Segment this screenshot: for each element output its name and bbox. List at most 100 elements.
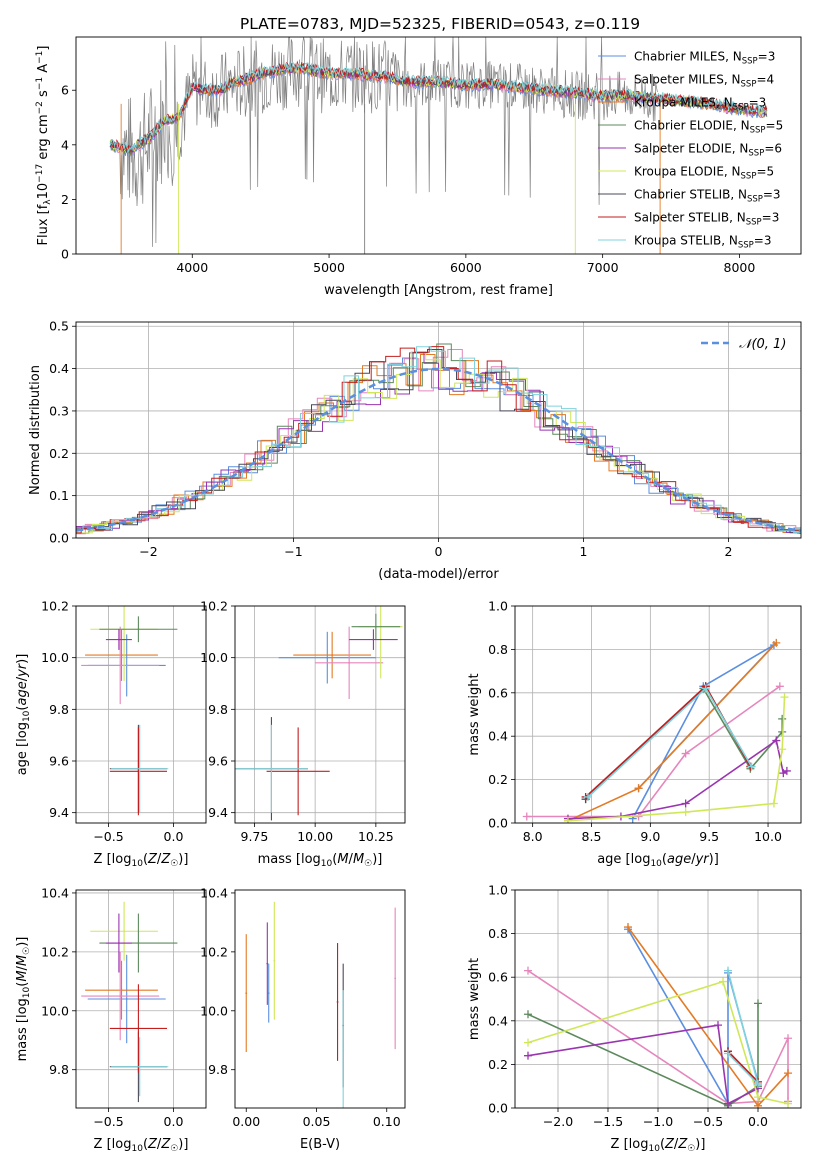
y-tick-label: 10.0 xyxy=(41,650,69,665)
x-tick-label: 2 xyxy=(725,544,733,559)
y-axis-label: mass weight xyxy=(467,673,482,755)
y-tick-label: 10.2 xyxy=(200,599,228,614)
data-point xyxy=(125,998,128,1000)
x-tick-label: 0.10 xyxy=(373,1114,401,1129)
figure-title: PLATE=0783, MJD=52325, FIBERID=0543, z=0… xyxy=(240,15,640,33)
data-point xyxy=(137,770,140,773)
x-tick-label: 10.25 xyxy=(358,829,394,844)
x-axis-label: (data-model)/error xyxy=(378,567,499,582)
y-tick-label: 0.2 xyxy=(488,1057,508,1072)
axes-spectrum: 4000 5000 6000 7000 8000 0 2 4 6 wavelength [Angs… xyxy=(35,36,802,298)
histogram-step xyxy=(76,346,801,533)
weight-line xyxy=(527,1003,759,1107)
weight-line xyxy=(527,980,789,1105)
y-tick-label: 9.8 xyxy=(49,702,69,717)
model-spectrum-line xyxy=(109,61,768,154)
x-tick-label: 0.0 xyxy=(164,829,184,844)
axes-weight-vs-age: 8.0 8.5 9.0 9.5 10.0 0.0 0.2 0.4 0.6 0.8 1.0 age [l… xyxy=(467,599,802,869)
x-tick-label: 0.00 xyxy=(232,1114,260,1129)
data-point xyxy=(123,930,125,933)
plus-marker xyxy=(522,812,531,821)
observed-spectrum xyxy=(119,37,658,247)
plus-marker xyxy=(583,792,592,801)
histogram-step xyxy=(76,349,801,535)
y-tick-label: 0.3 xyxy=(49,403,69,418)
x-tick-label: −1.5 xyxy=(593,1114,623,1129)
x-tick-label: 5000 xyxy=(313,260,345,275)
y-tick-label: 0.2 xyxy=(488,772,508,787)
plus-marker xyxy=(772,736,781,745)
x-tick-label: 10.0 xyxy=(754,829,782,844)
plus-marker xyxy=(769,799,778,808)
axes-frame xyxy=(234,605,406,824)
axes-frame xyxy=(514,889,802,1109)
axes-age-vs-mass: 9.75 10.00 10.25 9.4 9.6 9.8 10.0 10.2 mass [log… xyxy=(200,599,406,869)
normal-curve xyxy=(76,367,801,532)
x-axis-label: Z [log10(Z/Z☉)] xyxy=(611,1137,706,1154)
plus-marker xyxy=(524,966,532,975)
y-tick-label: 0.8 xyxy=(488,642,508,657)
plus-marker xyxy=(634,784,643,793)
data-point xyxy=(273,959,276,962)
weight-line xyxy=(526,685,781,818)
y-tick-label: 6 xyxy=(61,83,69,98)
y-tick-label: 0.6 xyxy=(488,685,508,700)
y-tick-label: 0.4 xyxy=(488,729,508,744)
plot-area-mass-vs-ebv xyxy=(245,901,397,1108)
plot-area-age-vs-Z xyxy=(81,606,178,816)
x-axis-label: wavelength [Angstrom, rest frame] xyxy=(324,283,553,298)
y-tick-label: 0 xyxy=(61,247,69,262)
plot-area-mass-vs-Z xyxy=(81,901,178,1103)
plus-marker xyxy=(524,1010,532,1019)
plus-marker xyxy=(754,999,762,1008)
x-axis-label: age [log10(age/yr)] xyxy=(597,852,719,869)
plus-marker xyxy=(724,1099,732,1108)
legend-label: Kroupa ELODIE, NSSP=5 xyxy=(634,165,774,182)
data-point xyxy=(119,664,122,667)
data-point xyxy=(137,628,140,631)
x-axis-label: Z [log10(Z/Z☉)] xyxy=(94,1137,189,1154)
plot-area-spectrum xyxy=(109,37,768,254)
y-axis-label: Flux [fλ10−17 erg cm−2 s−1 A−1] xyxy=(35,46,53,246)
data-point xyxy=(137,942,140,944)
x-tick-label: −2 xyxy=(139,544,157,559)
y-tick-label: 10.4 xyxy=(41,885,69,900)
y-tick-label: 0.4 xyxy=(49,361,69,376)
axes-mass-vs-Z: −0.5 0.0 9.8 10.0 10.2 10.4 Z [log10(Z/Z☉)] mas… xyxy=(15,885,207,1154)
x-tick-label: −0.5 xyxy=(93,1114,123,1129)
x-axis-label: E(B-V) xyxy=(300,1137,340,1152)
y-tick-label: 4 xyxy=(61,137,69,152)
x-tick-label: 6000 xyxy=(450,260,482,275)
x-tick-label: −0.5 xyxy=(693,1114,723,1129)
y-axis-label: mass [log10(M/M☉)] xyxy=(15,937,32,1062)
model-spectrum-line xyxy=(109,62,768,154)
data-point xyxy=(326,656,329,659)
data-point xyxy=(137,1027,140,1030)
y-tick-label: 10.4 xyxy=(200,885,228,900)
y-tick-label: 0.6 xyxy=(488,970,508,985)
x-axis-label: Z [log10(Z/Z☉)] xyxy=(94,852,189,869)
plus-marker xyxy=(782,766,791,775)
y-tick-label: 1.0 xyxy=(488,599,508,614)
axes-mass-vs-ebv: 0.00 0.05 0.10 9.8 10.0 10.2 10.4 E(B-V) xyxy=(200,885,406,1152)
plus-marker xyxy=(524,1051,532,1060)
x-tick-label: 9.5 xyxy=(699,829,719,844)
data-point xyxy=(394,977,397,980)
weight-line xyxy=(587,687,753,798)
data-point xyxy=(331,654,334,656)
data-point xyxy=(119,995,122,997)
legend-label: Kroupa STELIB, NSSP=3 xyxy=(634,234,772,251)
plus-marker xyxy=(754,1093,762,1102)
plot-area-age-vs-mass xyxy=(235,606,403,821)
legend-label: Chabrier MILES, NSSP=3 xyxy=(634,50,775,67)
plus-marker xyxy=(724,966,732,975)
y-tick-label: 0.1 xyxy=(49,488,69,503)
y-tick-label: 0.4 xyxy=(488,1013,508,1028)
data-point xyxy=(120,654,123,656)
weight-line xyxy=(727,1050,759,1083)
data-point xyxy=(374,625,377,628)
plus-marker xyxy=(747,762,756,771)
axes-frame xyxy=(75,321,802,539)
x-tick-label: 7000 xyxy=(587,260,619,275)
